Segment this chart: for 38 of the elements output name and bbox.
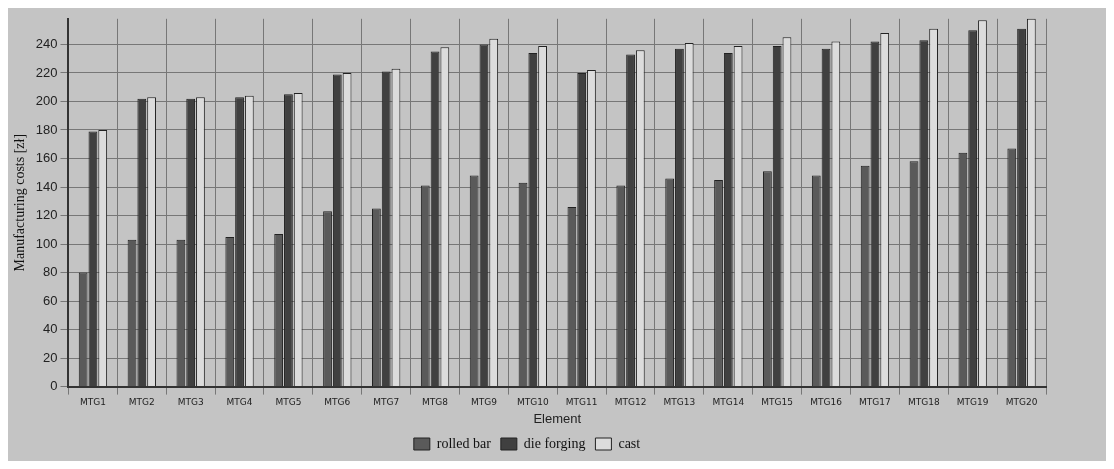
y-tick-label: 120 <box>35 207 58 223</box>
x-tick-label: MTG9 <box>470 397 498 408</box>
y-tick-label: 60 <box>43 292 58 308</box>
legend-label: die forging <box>523 435 586 451</box>
x-tick-label: MTG14 <box>712 397 745 408</box>
y-tick-label: 40 <box>43 321 58 337</box>
x-tick-label: MTG12 <box>614 397 647 408</box>
x-tick-label: MTG17 <box>859 397 891 408</box>
y-tick-label: 80 <box>43 264 58 280</box>
y-tick-label: 140 <box>35 178 58 194</box>
y-tick-label: 180 <box>35 121 58 137</box>
x-tick-label: MTG20 <box>1005 397 1038 408</box>
x-tick-label: MTG10 <box>516 397 549 408</box>
x-tick-label: MTG13 <box>663 397 696 408</box>
x-tick-label: MTG8 <box>422 397 449 408</box>
x-tick-label: MTG4 <box>226 397 253 408</box>
y-tick-label: 160 <box>35 150 58 166</box>
x-axis-title: Element <box>533 410 582 426</box>
x-tick-label: MTG19 <box>956 397 989 408</box>
x-tick-label: MTG3 <box>177 397 204 408</box>
x-tick-label: MTG2 <box>128 397 155 408</box>
y-tick-label: 20 <box>43 349 58 365</box>
y-tick-label: 0 <box>50 378 58 394</box>
x-tick-label: MTG1 <box>79 397 106 408</box>
y-tick-label: 240 <box>35 36 58 52</box>
y-axis-title: Manufacturing costs [zł] <box>12 133 28 272</box>
x-tick-label: MTG6 <box>324 397 351 408</box>
x-tick-label: MTG18 <box>907 397 940 408</box>
legend-label: rolled bar <box>436 435 492 451</box>
y-tick-label: 200 <box>35 93 58 109</box>
x-tick-label: MTG7 <box>373 397 400 408</box>
y-tick-label: 220 <box>35 64 58 80</box>
legend-label: cast <box>618 435 641 451</box>
x-tick-label: MTG16 <box>810 397 843 408</box>
x-tick-label: MTG5 <box>275 397 302 408</box>
y-tick-label: 100 <box>35 235 58 251</box>
x-tick-label: MTG15 <box>761 397 794 408</box>
x-tick-label: MTG11 <box>565 397 598 408</box>
